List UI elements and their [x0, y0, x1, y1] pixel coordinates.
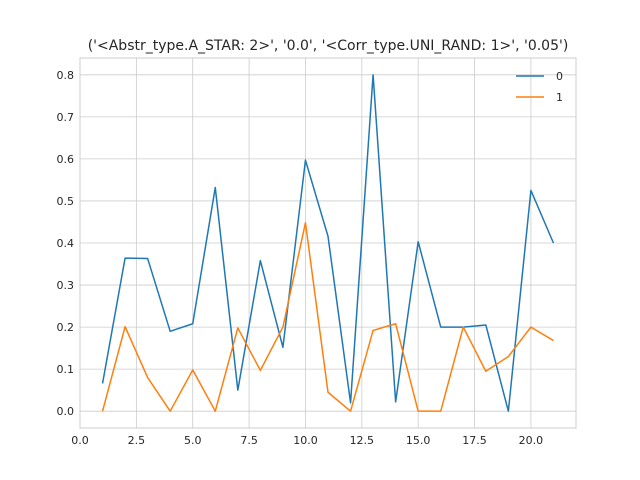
x-tick-label: 2.5: [128, 434, 146, 447]
x-tick-label: 0.0: [71, 434, 89, 447]
y-tick-label: 0.6: [57, 153, 75, 166]
x-tick-label: 5.0: [184, 434, 202, 447]
y-axis-ticks: 0.0 0.1 0.2 0.3 0.4 0.5 0.6 0.7 0.8: [57, 69, 75, 418]
y-tick-label: 0.2: [57, 321, 75, 334]
legend: 01: [516, 70, 563, 104]
x-tick-label: 15.0: [406, 434, 431, 447]
y-tick-label: 0.1: [57, 363, 75, 376]
y-tick-label: 0.5: [57, 195, 75, 208]
y-tick-label: 0.7: [57, 111, 75, 124]
y-tick-label: 0.8: [57, 69, 75, 82]
y-tick-label: 0.4: [57, 237, 75, 250]
series-line-1: [101, 222, 554, 412]
y-tick-label: 0.0: [57, 405, 75, 418]
x-tick-label: 20.0: [519, 434, 544, 447]
x-tick-label: 17.5: [462, 434, 487, 447]
chart-title: ('<Abstr_type.A_STAR: 2>', '0.0', '<Corr…: [88, 38, 569, 54]
x-tick-label: 7.5: [240, 434, 258, 447]
legend-label: 0: [556, 70, 563, 83]
plot-frame: [79, 57, 577, 429]
series-line-0: [101, 74, 555, 412]
x-tick-label: 10.0: [293, 434, 318, 447]
x-axis-ticks: 0.0 2.5 5.0 7.5 10.0 12.5 15.0 17.5 20.0: [71, 434, 543, 447]
legend-label: 1: [556, 91, 563, 104]
series-layer: [101, 74, 555, 412]
x-tick-label: 12.5: [350, 434, 375, 447]
grid: [79, 58, 576, 428]
y-tick-label: 0.3: [57, 279, 75, 292]
